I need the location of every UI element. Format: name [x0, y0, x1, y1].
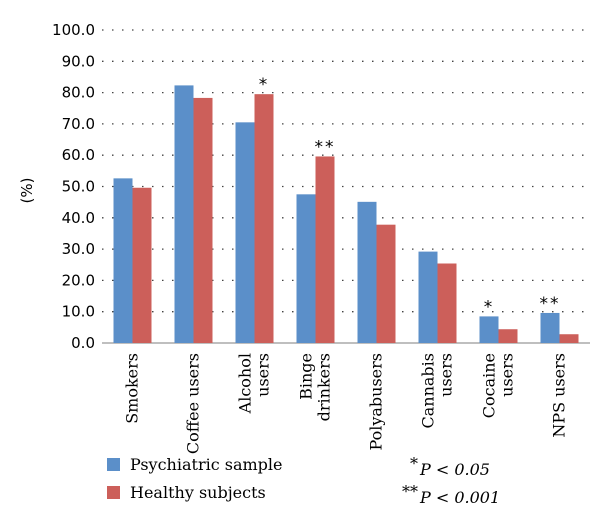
x-tick-label: Cannabis: [419, 353, 438, 429]
legend-swatch: [107, 458, 120, 471]
x-tick-label: NPS users: [550, 353, 569, 438]
significance-notes: * P < 0.05** P < 0.001: [402, 454, 500, 507]
significance-markers: **** **: [259, 75, 561, 317]
x-tick-label: Binge: [297, 353, 316, 400]
bar: [235, 122, 255, 344]
x-tick-label: users: [254, 353, 273, 397]
significance-marker: *: [259, 75, 270, 95]
x-tick-label: drinkers: [315, 353, 334, 421]
y-tick-label: 100.0: [52, 21, 95, 39]
category-labels: Smokers Coffee users Alcohol users Binge drin…: [123, 353, 569, 454]
legend: Psychiatric sample Healthy subjects: [107, 455, 283, 502]
y-tick-label: 20.0: [62, 271, 95, 289]
y-tick-label: 50.0: [62, 178, 95, 196]
significance-marker: **: [540, 294, 561, 314]
y-tick-label: 70.0: [62, 115, 95, 133]
y-tick-label: 30.0: [62, 240, 95, 258]
bar: [357, 201, 377, 343]
bar: [315, 156, 335, 343]
x-tick-label: Polyabusers: [367, 353, 386, 451]
bar: [418, 251, 438, 343]
note-text: P < 0.001: [419, 488, 500, 507]
y-tick-label: 60.0: [62, 146, 95, 164]
bar: [376, 224, 396, 343]
bar: [113, 178, 133, 343]
legend-swatch: [107, 486, 120, 499]
x-tick-label: Coffee users: [184, 353, 203, 454]
bar: [498, 329, 518, 343]
y-tick-label: 90.0: [62, 52, 95, 70]
bar: [540, 312, 560, 343]
significance-marker: **: [315, 137, 336, 157]
y-axis-ticks: 0.0 10.0 20.0 30.0 40.0 50.0 60.0 70.0 80.0 90.0 1…: [52, 21, 95, 352]
x-tick-label: users: [498, 353, 517, 397]
bar: [559, 334, 579, 343]
bar: [254, 94, 274, 343]
bar: [132, 187, 152, 343]
x-tick-label: Cocaine: [480, 353, 499, 418]
significance-marker: *: [484, 297, 495, 317]
legend-label: Healthy subjects: [130, 483, 266, 502]
bar: [437, 263, 457, 343]
y-tick-label: 0.0: [71, 334, 95, 352]
x-tick-label: Smokers: [123, 353, 142, 424]
note-text: P < 0.05: [419, 460, 490, 479]
note-marker: *: [410, 454, 418, 473]
note-marker: **: [402, 482, 418, 501]
legend-label: Psychiatric sample: [130, 455, 283, 474]
bars: [113, 85, 579, 344]
bar: [193, 97, 213, 344]
y-tick-label: 10.0: [62, 303, 95, 321]
y-tick-label: 80.0: [62, 84, 95, 102]
bar: [174, 85, 194, 343]
y-tick-label: 40.0: [62, 209, 95, 227]
bar: [296, 194, 316, 343]
bar: [479, 316, 499, 343]
y-axis-label: (%): [18, 178, 36, 204]
x-tick-label: Alcohol: [236, 353, 255, 414]
x-tick-label: users: [437, 353, 456, 397]
